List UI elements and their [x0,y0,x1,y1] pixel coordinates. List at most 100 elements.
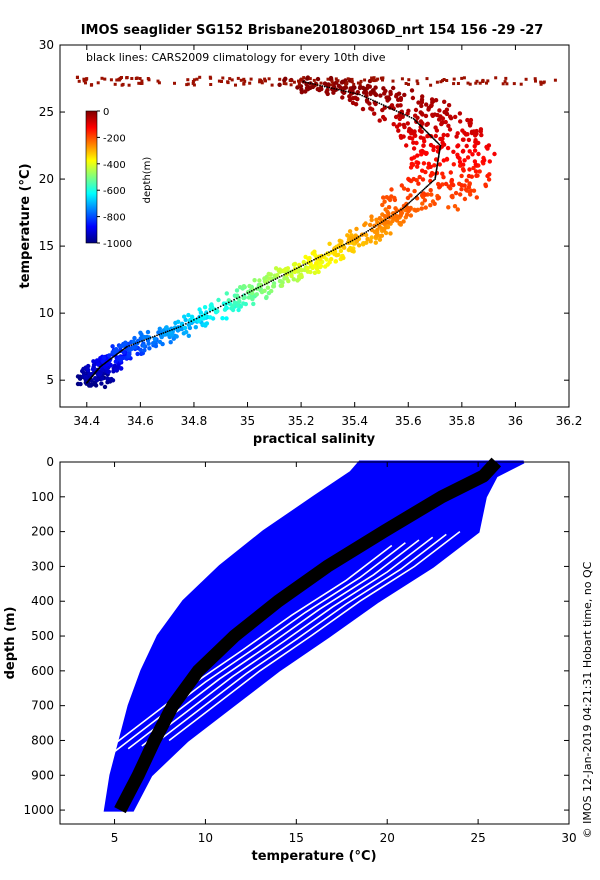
climatology-point [145,338,148,341]
climatology-point [345,90,347,93]
ts-point [363,87,368,92]
ts-surface-point [356,81,360,85]
ts-point [271,284,276,289]
climatology-point [363,232,366,235]
climatology-point [426,185,429,188]
climatology-point [347,91,350,93]
ts-point [334,253,339,258]
climatology-point [435,168,438,171]
ts-point [222,307,228,312]
ts-point [252,278,257,283]
ts-point [336,83,341,89]
ts-point [467,167,472,172]
ts-surface-point [485,81,488,85]
ts-x-tick-label: 35.8 [448,414,475,428]
ts-point [416,181,421,186]
ts-point [208,303,213,308]
climatology-point [389,107,391,109]
ts-point [182,325,188,331]
ts-point [420,168,425,173]
ts-point [381,195,386,200]
climatology-point [257,286,260,289]
ts-point [390,218,395,224]
ts-x-tick-label: 35.4 [341,414,368,428]
ts-point [146,341,151,346]
climatology-point [434,139,436,142]
dt-x-axis-label: temperature (°C) [251,849,376,864]
ts-point [135,351,140,357]
climatology-point [193,319,195,321]
ts-surface-point [173,81,176,85]
ts-point [461,168,466,173]
ts-point [123,340,128,345]
ts-point [423,113,429,119]
ts-point [362,222,367,228]
ts-point [365,83,371,89]
climatology-point [175,327,178,330]
climatology-point [384,105,387,108]
ts-point [452,204,458,209]
ts-point [273,266,279,271]
climatology-point [438,151,441,154]
climatology-point [400,208,402,211]
climatology-point [349,91,352,94]
ts-point [113,367,119,372]
ts-point [401,134,406,139]
ts-point [444,111,449,116]
ts-surface-point [263,77,267,81]
profile-gap [168,530,461,742]
climatology-point [298,266,300,269]
ts-surface-point [125,76,129,79]
climatology-point [367,229,370,232]
ts-point [262,288,267,293]
ts-surface-point [391,79,395,83]
ts-point [410,161,415,167]
climatology-point [365,231,368,233]
ts-point [418,110,423,115]
profile-gap [100,544,393,756]
ts-point [413,208,419,213]
ts-point [449,177,455,183]
climatology-point [185,323,187,325]
ts-point [325,87,330,93]
climatology-point [361,233,364,236]
ts-point [86,367,91,373]
ts-point [401,219,406,224]
climatology-point [149,336,152,339]
climatology-point [340,89,343,92]
climatology-point [434,178,436,181]
ts-surface-point [308,77,312,81]
ts-point [382,214,387,219]
climatology-point [372,99,374,102]
ts-surface-point [330,83,334,87]
climatology-point [328,86,331,89]
ts-point [447,127,453,132]
climatology-point [203,313,206,316]
ts-surface-point [186,78,190,82]
ts-point [393,206,398,211]
ts-surface-point [442,78,446,81]
ts-point [451,162,456,167]
climatology-point [406,114,409,117]
ts-surface-point [121,82,125,86]
ts-point [118,356,124,362]
climatology-point [399,112,402,114]
ts-surface-point [539,82,543,86]
ts-point [382,116,387,122]
ts-point [220,316,225,321]
climatology-point [283,273,285,276]
climatology-point [179,325,182,328]
ts-point [157,326,162,331]
ts-point [441,175,446,180]
ts-point [279,283,285,288]
climatology-point [371,227,373,230]
ts-point [230,303,235,308]
climatology-point [432,179,435,182]
ts-point [138,347,143,352]
climatology-point [270,280,272,283]
ts-surface-point [139,82,143,85]
ts-y-tick-label: 25 [39,105,54,119]
ts-point [94,358,100,363]
ts-point [216,297,221,303]
climatology-point [408,115,411,118]
